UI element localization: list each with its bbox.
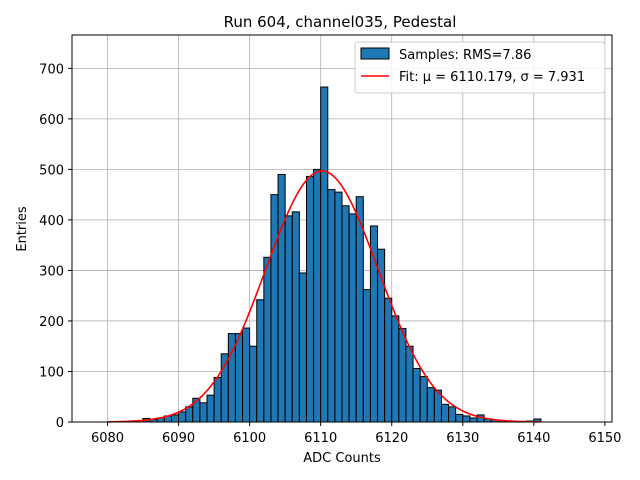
histogram-bar [327, 189, 336, 423]
legend-label-fit: Fit: μ = 6110.179, σ = 7.931 [399, 70, 585, 85]
histogram-bar [426, 387, 435, 423]
x-tick-label: 6090 [162, 431, 195, 446]
histogram-bars [142, 86, 542, 423]
histogram-bar [313, 168, 322, 423]
histogram-bar [284, 215, 293, 423]
histogram-bar [256, 299, 265, 423]
y-tick-label: 700 [39, 62, 64, 77]
x-tick-label: 6080 [91, 431, 124, 446]
histogram-bar [242, 327, 251, 423]
fit-curve [107, 170, 541, 423]
histogram-bar [206, 394, 215, 423]
histogram-bar [384, 297, 393, 423]
y-tick-label: 300 [39, 264, 64, 279]
x-axis-label: ADC Counts [303, 451, 381, 466]
x-tick-label: 6150 [588, 431, 621, 446]
histogram-bar [469, 417, 478, 423]
histogram-bar [355, 196, 364, 423]
histogram-bar [249, 345, 258, 423]
histogram-bar [213, 377, 222, 423]
histogram-bar [448, 406, 457, 423]
x-axis-ticks: 6080 6090 6100 6110 6120 6130 6140 6150 [91, 422, 621, 446]
histogram-bar [305, 175, 315, 423]
y-tick-label: 200 [39, 315, 64, 330]
histogram-bar [234, 333, 244, 423]
histogram-bar [391, 315, 400, 423]
histogram-bar [455, 413, 464, 423]
histogram-bar [170, 414, 180, 423]
histogram-bar [440, 403, 450, 423]
x-tick-label: 6120 [375, 431, 408, 446]
histogram-bar [369, 225, 379, 423]
histogram-bar [199, 402, 208, 423]
y-tick-label: 500 [39, 163, 64, 178]
histogram-bar [362, 289, 371, 423]
histogram-bar [334, 191, 343, 423]
y-axis-label: Entries [15, 206, 30, 252]
legend-box [354, 41, 606, 94]
x-tick-label: 6140 [517, 431, 550, 446]
histogram-bar [178, 411, 187, 423]
histogram-bar [277, 173, 286, 423]
histogram-bar [298, 272, 307, 423]
histogram-bar [263, 256, 272, 423]
y-tick-label: 400 [39, 214, 64, 229]
chart-title: Run 604, channel035, Pedestal [224, 13, 457, 31]
y-tick-label: 100 [39, 365, 64, 380]
plot-frame [71, 34, 613, 423]
legend: Samples: RMS=7.86 Fit: μ = 6110.179, σ =… [354, 41, 606, 94]
x-tick-label: 6100 [233, 431, 266, 446]
histogram-bar [412, 367, 421, 423]
y-tick-label: 600 [39, 113, 64, 128]
legend-swatch-samples [360, 47, 390, 60]
histogram-bar [405, 345, 414, 423]
histogram-bar [341, 205, 350, 423]
x-tick-label: 6110 [304, 431, 337, 446]
histogram-bar [270, 194, 279, 423]
legend-label-samples: Samples: RMS=7.86 [399, 48, 531, 63]
histogram-bar [348, 213, 357, 423]
histogram-bar [419, 376, 428, 423]
histogram-bar [291, 211, 300, 423]
histogram-bar [398, 328, 407, 423]
x-tick-label: 6130 [446, 431, 479, 446]
y-axis-ticks: 0 100 200 300 400 500 600 700 [39, 62, 72, 431]
histogram-bar [185, 406, 194, 423]
histogram-bar [462, 415, 471, 423]
histogram-bar [320, 86, 329, 423]
y-tick-label: 0 [56, 416, 64, 431]
